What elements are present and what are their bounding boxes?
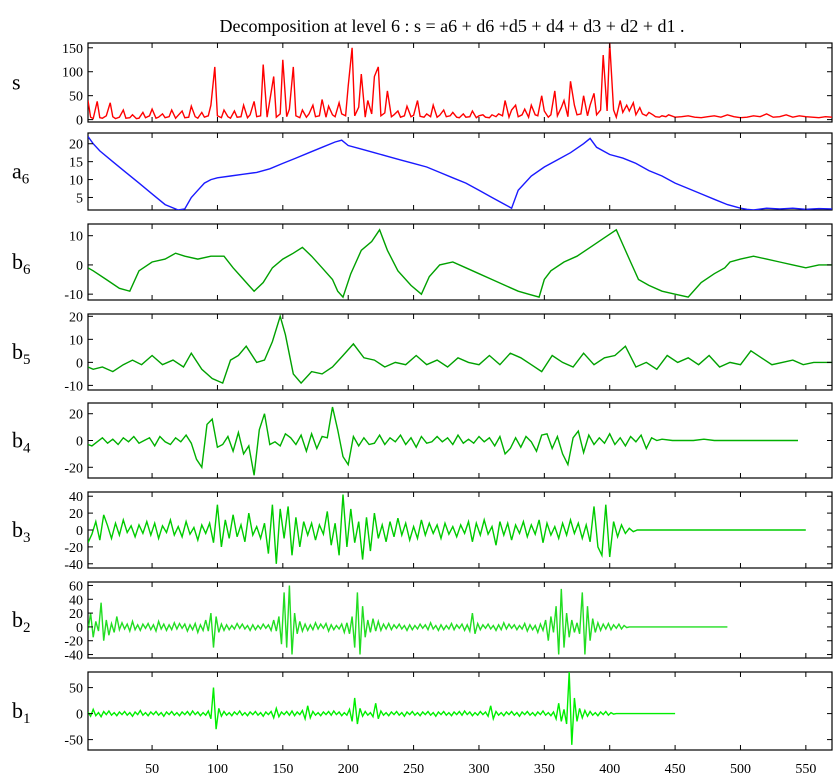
series-line-3 (88, 314, 832, 385)
panel-label-main: s (12, 70, 21, 95)
panel-label-sub: 4 (23, 441, 31, 457)
panel-frame (87, 42, 833, 123)
panel-label-sub: 2 (23, 620, 31, 636)
panel-frame (87, 313, 833, 391)
panel-3: -10 0 10 20 b5 (12, 310, 833, 394)
panel-label-sub: 3 (23, 530, 31, 546)
series-line-6 (88, 585, 728, 655)
panel-label-main: b (12, 607, 23, 632)
panel-label-main: b (12, 249, 23, 274)
series-line-5 (88, 494, 806, 564)
x-tick-label: 100 (207, 762, 228, 776)
x-tick-label: 350 (534, 762, 555, 776)
series-line-0 (88, 43, 832, 120)
x-tick-label: 50 (145, 762, 159, 776)
panel-frame (87, 581, 833, 659)
panel-frame (87, 132, 833, 211)
y-tick-label: 0 (76, 708, 83, 723)
y-tick-label: 20 (69, 607, 83, 622)
panel-label-sub: 6 (23, 262, 31, 278)
x-tick-label: 250 (403, 762, 424, 776)
panel-label-main: b (12, 698, 23, 723)
y-tick-label: 50 (69, 90, 83, 105)
chart-title: Decomposition at level 6 : s = a6 + d6 +… (219, 16, 684, 36)
series-line-7 (88, 672, 676, 745)
y-tick-label: 50 (69, 682, 83, 697)
series-line-1 (88, 136, 832, 210)
panel-label: b5 (12, 339, 31, 368)
y-tick-label: 0 (76, 356, 83, 371)
x-axis: 50 100 150 200 250 300 350 400 450 500 550 (145, 762, 816, 776)
panel-4: -20 0 20 b4 (12, 402, 833, 479)
y-tick-label: 20 (69, 138, 83, 153)
y-tick-label: 40 (69, 490, 83, 505)
panel-label-main: a (12, 159, 22, 184)
panel-label-main: b (12, 517, 23, 542)
x-tick-label: 300 (468, 762, 489, 776)
y-tick-label: -40 (64, 558, 83, 573)
panel-frame (87, 223, 833, 301)
y-tick-label: 150 (62, 42, 83, 57)
y-tick-label: 0 (76, 621, 83, 636)
panel-label-sub: 1 (23, 711, 31, 727)
panel-7: -50 0 50 b1 (12, 671, 833, 751)
y-tick-label: 15 (69, 156, 83, 171)
y-tick-label: -20 (64, 461, 83, 476)
series-line-4 (88, 406, 798, 476)
y-tick-label: 20 (69, 310, 83, 325)
y-tick-label: 40 (69, 593, 83, 608)
panel-label: b3 (12, 517, 31, 546)
panel-label: s (12, 70, 21, 95)
panel-label: b2 (12, 607, 31, 636)
series-line-2 (88, 228, 832, 299)
x-tick-label: 150 (272, 762, 293, 776)
y-tick-label: 5 (76, 191, 83, 206)
panel-1: 5 10 15 20 a6 (12, 132, 833, 211)
x-tick-label: 400 (599, 762, 620, 776)
panel-label: a6 (12, 159, 30, 188)
panel-5: -40 -20 0 20 40 b3 (12, 490, 833, 573)
panel-0: 0 50 100 150 s (12, 42, 833, 129)
y-tick-label: -10 (64, 379, 83, 394)
y-tick-label: -40 (64, 649, 83, 664)
y-tick-label: 10 (69, 230, 83, 245)
panel-frame (87, 671, 833, 751)
y-tick-label: 0 (76, 524, 83, 539)
panel-label-sub: 5 (23, 352, 31, 368)
x-tick-label: 550 (795, 762, 816, 776)
y-tick-label: -20 (64, 635, 83, 650)
y-tick-label: 60 (69, 579, 83, 594)
x-tick-label: 500 (730, 762, 751, 776)
x-tick-label: 450 (665, 762, 686, 776)
y-tick-label: -10 (64, 288, 83, 303)
panel-label-main: b (12, 339, 23, 364)
y-tick-label: -50 (64, 734, 83, 749)
y-tick-label: 0 (76, 114, 83, 129)
panel-label: b4 (12, 428, 31, 457)
panel-label: b1 (12, 698, 31, 727)
panel-label-sub: 6 (22, 172, 30, 188)
x-tick-label: 200 (338, 762, 359, 776)
y-tick-label: 20 (69, 507, 83, 522)
panel-label-main: b (12, 428, 23, 453)
y-tick-label: 10 (69, 174, 83, 189)
y-tick-label: 0 (76, 259, 83, 274)
y-tick-label: 100 (62, 66, 83, 81)
panel-2: -10 0 10 b6 (12, 223, 833, 303)
y-tick-label: 0 (76, 435, 83, 450)
panel-label: b6 (12, 249, 31, 278)
y-tick-label: 10 (69, 333, 83, 348)
y-tick-label: -20 (64, 541, 83, 556)
y-tick-label: 20 (69, 408, 83, 423)
